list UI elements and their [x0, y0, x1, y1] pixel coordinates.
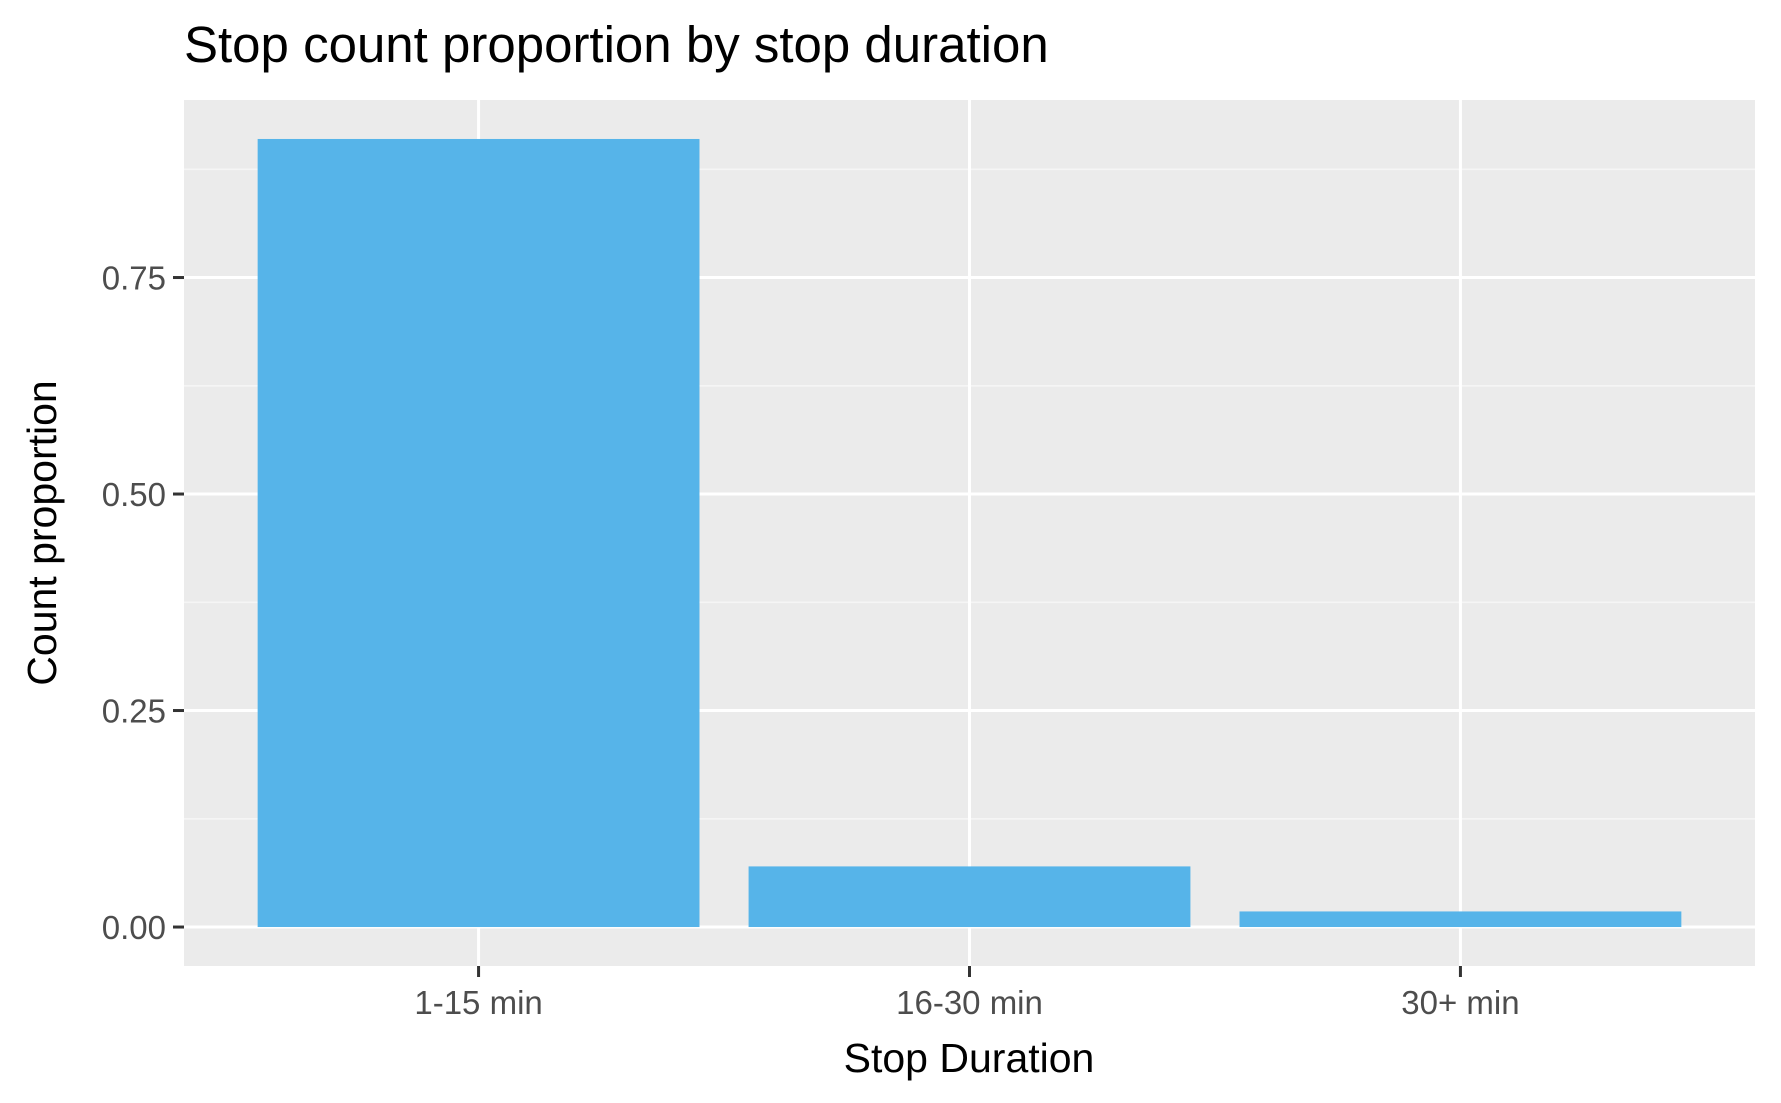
y-tick-label: 0.00 — [102, 909, 166, 946]
x-tick-label: 1-15 min — [414, 984, 542, 1021]
y-axis-title: Count proportion — [19, 380, 65, 685]
x-tick-label: 30+ min — [1401, 984, 1519, 1021]
bar-30-min — [1239, 911, 1682, 928]
y-tick-label: 0.25 — [102, 693, 166, 730]
y-axis: 0.00 0.25 0.50 0.75 — [102, 260, 184, 946]
bar-16-30-min — [748, 866, 1191, 928]
bars — [257, 138, 1682, 928]
x-axis: 1-15 min 16-30 min 30+ min — [414, 966, 1520, 1021]
bar-1-15-min — [257, 138, 700, 928]
chart-title: Stop count proportion by stop duration — [184, 16, 1049, 73]
x-tick-label: 16-30 min — [896, 984, 1043, 1021]
x-axis-title: Stop Duration — [844, 1035, 1095, 1081]
y-tick-label: 0.50 — [102, 476, 166, 513]
y-tick-label: 0.75 — [102, 260, 166, 297]
